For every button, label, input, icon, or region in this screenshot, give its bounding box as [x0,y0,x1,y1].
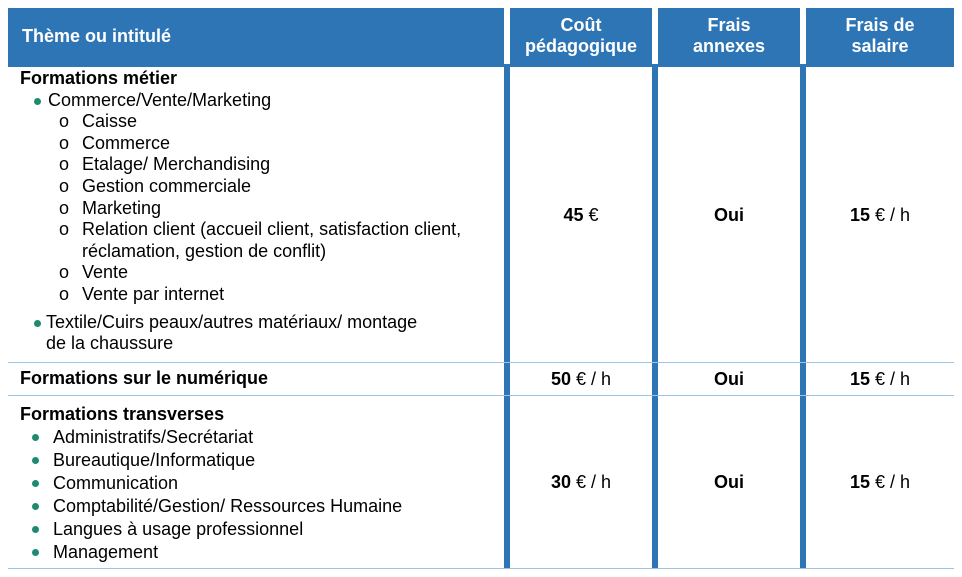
sub-item-label: Caisse [82,111,138,132]
bullet-icon [32,549,39,556]
sub-item: o Commerce [20,133,504,155]
sub-item-label: Vente [82,262,129,283]
sub-item: o Caisse [20,111,504,133]
cost-number: 30 [550,471,571,492]
header-salary-line1: Frais de [845,15,915,35]
list-item-label: Textile/Cuirs peaux/autres matériaux/ mo… [46,311,418,332]
sub-item: o Gestion commerciale [20,176,504,198]
bullet-icon [32,503,39,510]
salary-unit: € / h [870,204,911,225]
salary-unit: € / h [870,368,911,389]
header-salary: Frais de salaire [806,8,954,64]
header-cost-line1: Coût [560,15,602,35]
list-item: Langues à usage professionnel [20,518,504,541]
list-item-label: Communication [53,473,179,493]
row-title: Formations métier [20,68,178,88]
bullet-icon [34,319,41,327]
sub-item-label: Vente par internet [82,283,225,304]
bullet-icon [32,480,39,487]
row-divider [8,395,954,396]
header-theme: Thème ou intitulé [8,8,504,64]
row-transverses-theme: Formations transverses Administratifs/Se… [8,403,504,564]
row-numerique-salary: 15 € / h [806,363,954,395]
list-item: Comptabilité/Gestion/ Ressources Humaine [20,495,504,518]
list-item: Commerce/Vente/Marketing [20,90,504,112]
header-annexes-line1: Frais [707,15,751,35]
sub-item-label: Etalage/ Merchandising [82,154,271,175]
header-divider [8,64,954,67]
header-annexes-line2: annexes [692,36,766,56]
cost-unit: € / h [571,471,612,492]
sub-item: o Etalage/ Merchandising [20,154,504,176]
list-item: Management [20,541,504,564]
circle-bullet-icon: o [59,197,70,218]
row-numerique-theme: Formations sur le numérique [8,368,504,390]
list-item-label: Commerce/Vente/Marketing [48,89,272,110]
row-metier-salary: 15 € / h [806,68,954,362]
salary-unit: € / h [870,471,911,492]
row-divider [8,568,954,569]
row-metier-theme: Formations métier Commerce/Vente/Marketi… [8,68,504,355]
header-cost-line2: pédagogique [525,36,637,56]
list-item-label: Langues à usage professionnel [53,519,304,539]
row-divider [8,362,954,363]
salary-number: 15 [849,204,870,225]
list-item-label: Comptabilité/Gestion/ Ressources Humaine [53,496,403,516]
header-cost: Coût pédagogique [510,8,652,64]
row-numerique-annexes: Oui [658,363,800,395]
list-item: Administratifs/Secrétariat [20,426,504,449]
sub-item: o Relation client (accueil client, satisf… [20,219,504,241]
row-numerique-cost: 50 € / h [510,363,652,395]
list-item-label: Management [53,542,159,562]
sub-item-label: Relation client (accueil client, satisfa… [82,219,462,240]
sub-item-label: Gestion commerciale [82,175,252,196]
list-item: Communication [20,472,504,495]
sub-item-continuation: réclamation, gestion de conflit) [82,240,327,261]
list-item-label: Bureautique/Informatique [53,450,256,470]
sub-item: o Marketing [20,198,504,220]
row-title: Formations sur le numérique [20,368,269,388]
column-divider [652,64,658,568]
sub-item-label: Commerce [82,132,171,153]
circle-bullet-icon: o [59,132,70,153]
salary-number: 15 [849,368,870,389]
list-item: Bureautique/Informatique [20,449,504,472]
annexes-value: Oui [714,204,744,225]
row-metier-annexes: Oui [658,68,800,362]
header-annexes: Frais annexes [658,8,800,64]
row-transverses-salary: 15 € / h [806,396,954,568]
row-transverses-cost: 30 € / h [510,396,652,568]
circle-bullet-icon: o [59,154,70,175]
cost-unit: € / h [571,368,612,389]
circle-bullet-icon: o [59,219,70,240]
salary-number: 15 [849,471,870,492]
cost-number: 45 [563,204,584,225]
circle-bullet-icon: o [59,283,70,304]
bullet-icon [32,457,39,464]
bullet-icon [34,97,41,105]
bullet-icon [32,434,39,441]
row-metier-cost: 45 € [510,68,652,362]
cost-unit: € [583,204,599,225]
column-divider [504,64,510,568]
row-title: Formations transverses [20,404,225,424]
row-transverses-annexes: Oui [658,396,800,568]
circle-bullet-icon: o [59,175,70,196]
annexes-value: Oui [714,471,744,492]
cost-number: 50 [550,368,571,389]
list-item: Textile/Cuirs peaux/autres matériaux/ mo… [20,312,504,355]
bullet-icon [32,526,39,533]
sub-item: o Vente par internet [20,284,504,306]
header-salary-line2: salaire [851,36,909,56]
sub-item-label: Marketing [82,197,162,218]
annexes-value: Oui [714,368,744,389]
sub-item: o Vente [20,262,504,284]
list-item-label: de la chaussure [46,333,174,354]
list-item-label: Administratifs/Secrétariat [53,427,254,447]
column-divider [800,64,806,568]
circle-bullet-icon: o [59,111,70,132]
circle-bullet-icon: o [59,262,70,283]
